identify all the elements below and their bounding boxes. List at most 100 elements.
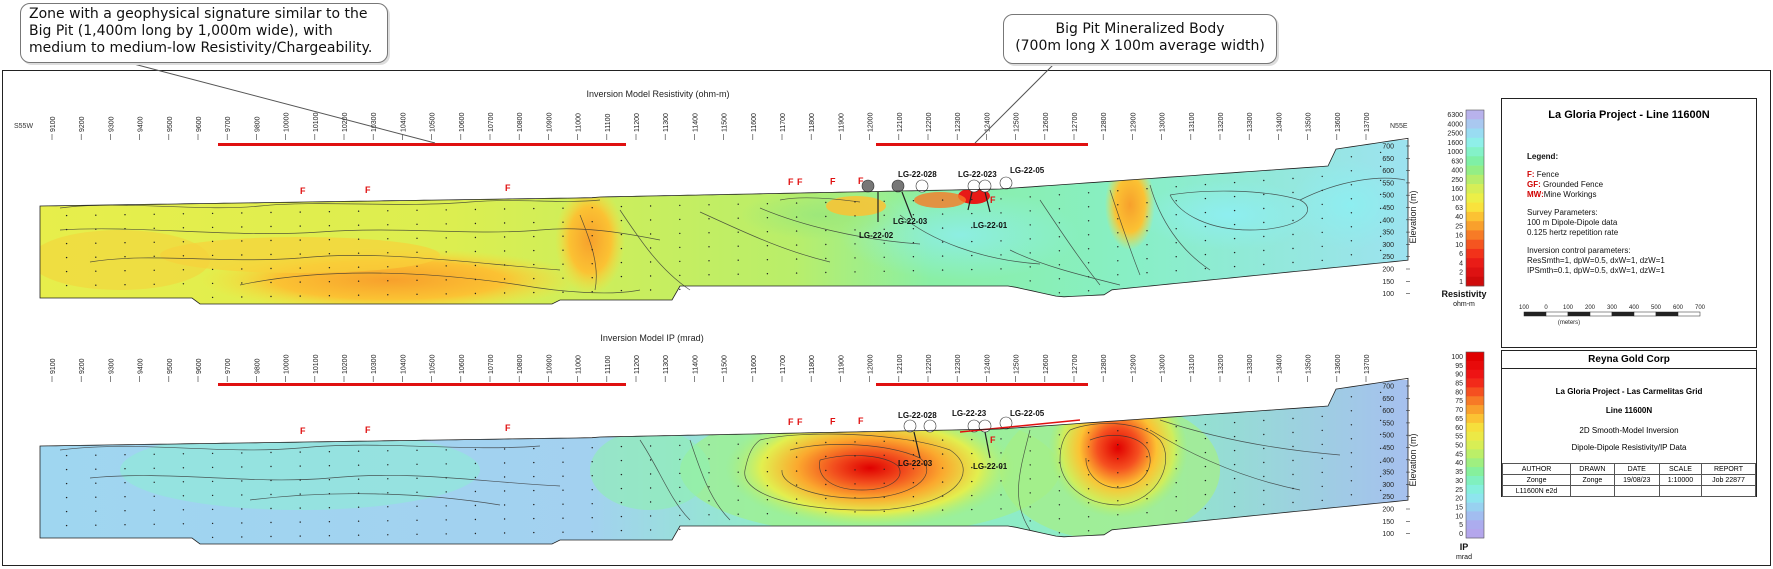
resistivity-highlight-line-left <box>218 143 626 146</box>
data-point <box>1233 449 1236 452</box>
data-point <box>1000 226 1002 228</box>
data-point <box>1175 214 1177 216</box>
station-label: 13300 <box>1247 354 1254 374</box>
data-point <box>912 482 915 484</box>
data-point <box>591 503 593 505</box>
data-point <box>854 271 856 273</box>
data-point <box>1233 237 1236 240</box>
data-point <box>971 452 973 455</box>
data-point <box>211 268 214 271</box>
data-point <box>971 438 973 441</box>
data-point <box>854 511 856 513</box>
data-point <box>503 222 506 224</box>
data-point <box>883 440 885 442</box>
data-point <box>649 487 652 489</box>
data-point <box>825 243 827 246</box>
data-point <box>1087 192 1090 194</box>
data-point <box>153 227 155 229</box>
data-point <box>270 479 272 482</box>
scale-tick-label: 100 <box>1451 354 1463 361</box>
scale-tick-label: 1 <box>1459 279 1463 286</box>
station-label: 9100 <box>50 116 57 132</box>
data-point <box>620 501 623 504</box>
scale-swatch <box>1466 405 1484 415</box>
data-point <box>241 212 243 214</box>
legend-block: Legend: F: Fence GF: Grounded Fence MW:M… <box>1527 152 1665 276</box>
data-point <box>1292 459 1294 462</box>
fence-marker: F <box>797 417 803 427</box>
elevation-label: 350 <box>1382 230 1394 237</box>
data-point <box>328 465 331 467</box>
data-point <box>1292 205 1294 208</box>
data-point <box>649 205 652 207</box>
data-point <box>299 521 301 523</box>
ip-drill-collar-03 <box>923 419 937 433</box>
data-point <box>1321 457 1323 460</box>
drill-trace-01 <box>984 191 991 213</box>
scale-bar-segment <box>1655 311 1679 317</box>
data-point <box>153 255 155 257</box>
station-label: 9400 <box>138 358 145 374</box>
elevation-label: 700 <box>1382 384 1394 391</box>
data-point <box>1233 223 1236 226</box>
data-point <box>1321 415 1323 418</box>
data-point <box>708 232 710 234</box>
data-point <box>1263 475 1265 478</box>
data-point <box>1350 410 1353 412</box>
data-point <box>241 522 243 524</box>
data-point <box>211 536 214 539</box>
data-point <box>474 278 477 281</box>
data-point <box>883 496 885 498</box>
data-point <box>1058 462 1061 464</box>
data-point <box>445 209 447 211</box>
scale-tick-label: 50 <box>1455 443 1463 450</box>
scale-swatch <box>1466 378 1484 388</box>
data-point <box>562 207 564 209</box>
data-point <box>1292 247 1294 250</box>
station-label: 12400 <box>984 112 991 132</box>
data-point <box>445 533 447 535</box>
data-point <box>1321 217 1323 220</box>
data-point <box>971 466 973 469</box>
legend-item-mine-workings: MW:Mine Workings <box>1527 190 1665 200</box>
data-point <box>416 449 418 451</box>
data-point <box>328 535 331 537</box>
data-point <box>1117 232 1119 234</box>
data-point <box>649 261 652 263</box>
scale-swatch <box>1466 520 1484 530</box>
data-point <box>503 278 506 280</box>
data-point <box>562 235 564 237</box>
data-point <box>445 223 447 225</box>
data-point <box>1263 221 1265 224</box>
legend-item-fence: F: Fence <box>1527 170 1665 180</box>
data-point <box>503 532 506 534</box>
data-point <box>387 294 389 296</box>
data-point <box>1000 466 1002 468</box>
data-point <box>533 447 535 450</box>
ip-elevation-axis: 700 650 600 550 500 450 400 350 300 250 200 150 100 <box>1382 384 1410 538</box>
data-point <box>1146 272 1148 274</box>
data-point <box>708 444 710 446</box>
data-point <box>474 236 477 239</box>
report-block: Reyna Gold Corp La Gloria Project - Las … <box>1501 350 1757 497</box>
data-point <box>1350 424 1353 426</box>
report-file-row: L11600N e2d <box>1501 485 1756 497</box>
scale-bar-segment <box>1633 311 1657 317</box>
data-point <box>65 284 68 287</box>
data-point <box>387 280 389 282</box>
resistivity-fence-markers: F F FF F F FF <box>300 176 996 205</box>
data-point <box>795 498 798 500</box>
data-point <box>445 505 447 507</box>
data-point <box>1029 210 1031 212</box>
data-point <box>795 442 798 444</box>
scale-bar-label: 0 <box>1544 305 1548 311</box>
drill-label-01: LG-22-01 <box>973 221 1008 230</box>
report-data: Dipole-Dipole Resistivity/IP Data <box>1571 443 1687 452</box>
data-point <box>241 466 243 468</box>
data-point <box>357 464 360 466</box>
data-point <box>825 215 827 218</box>
data-point <box>503 518 506 520</box>
data-point <box>1087 432 1090 434</box>
data-point <box>562 517 564 519</box>
data-point <box>912 256 915 258</box>
